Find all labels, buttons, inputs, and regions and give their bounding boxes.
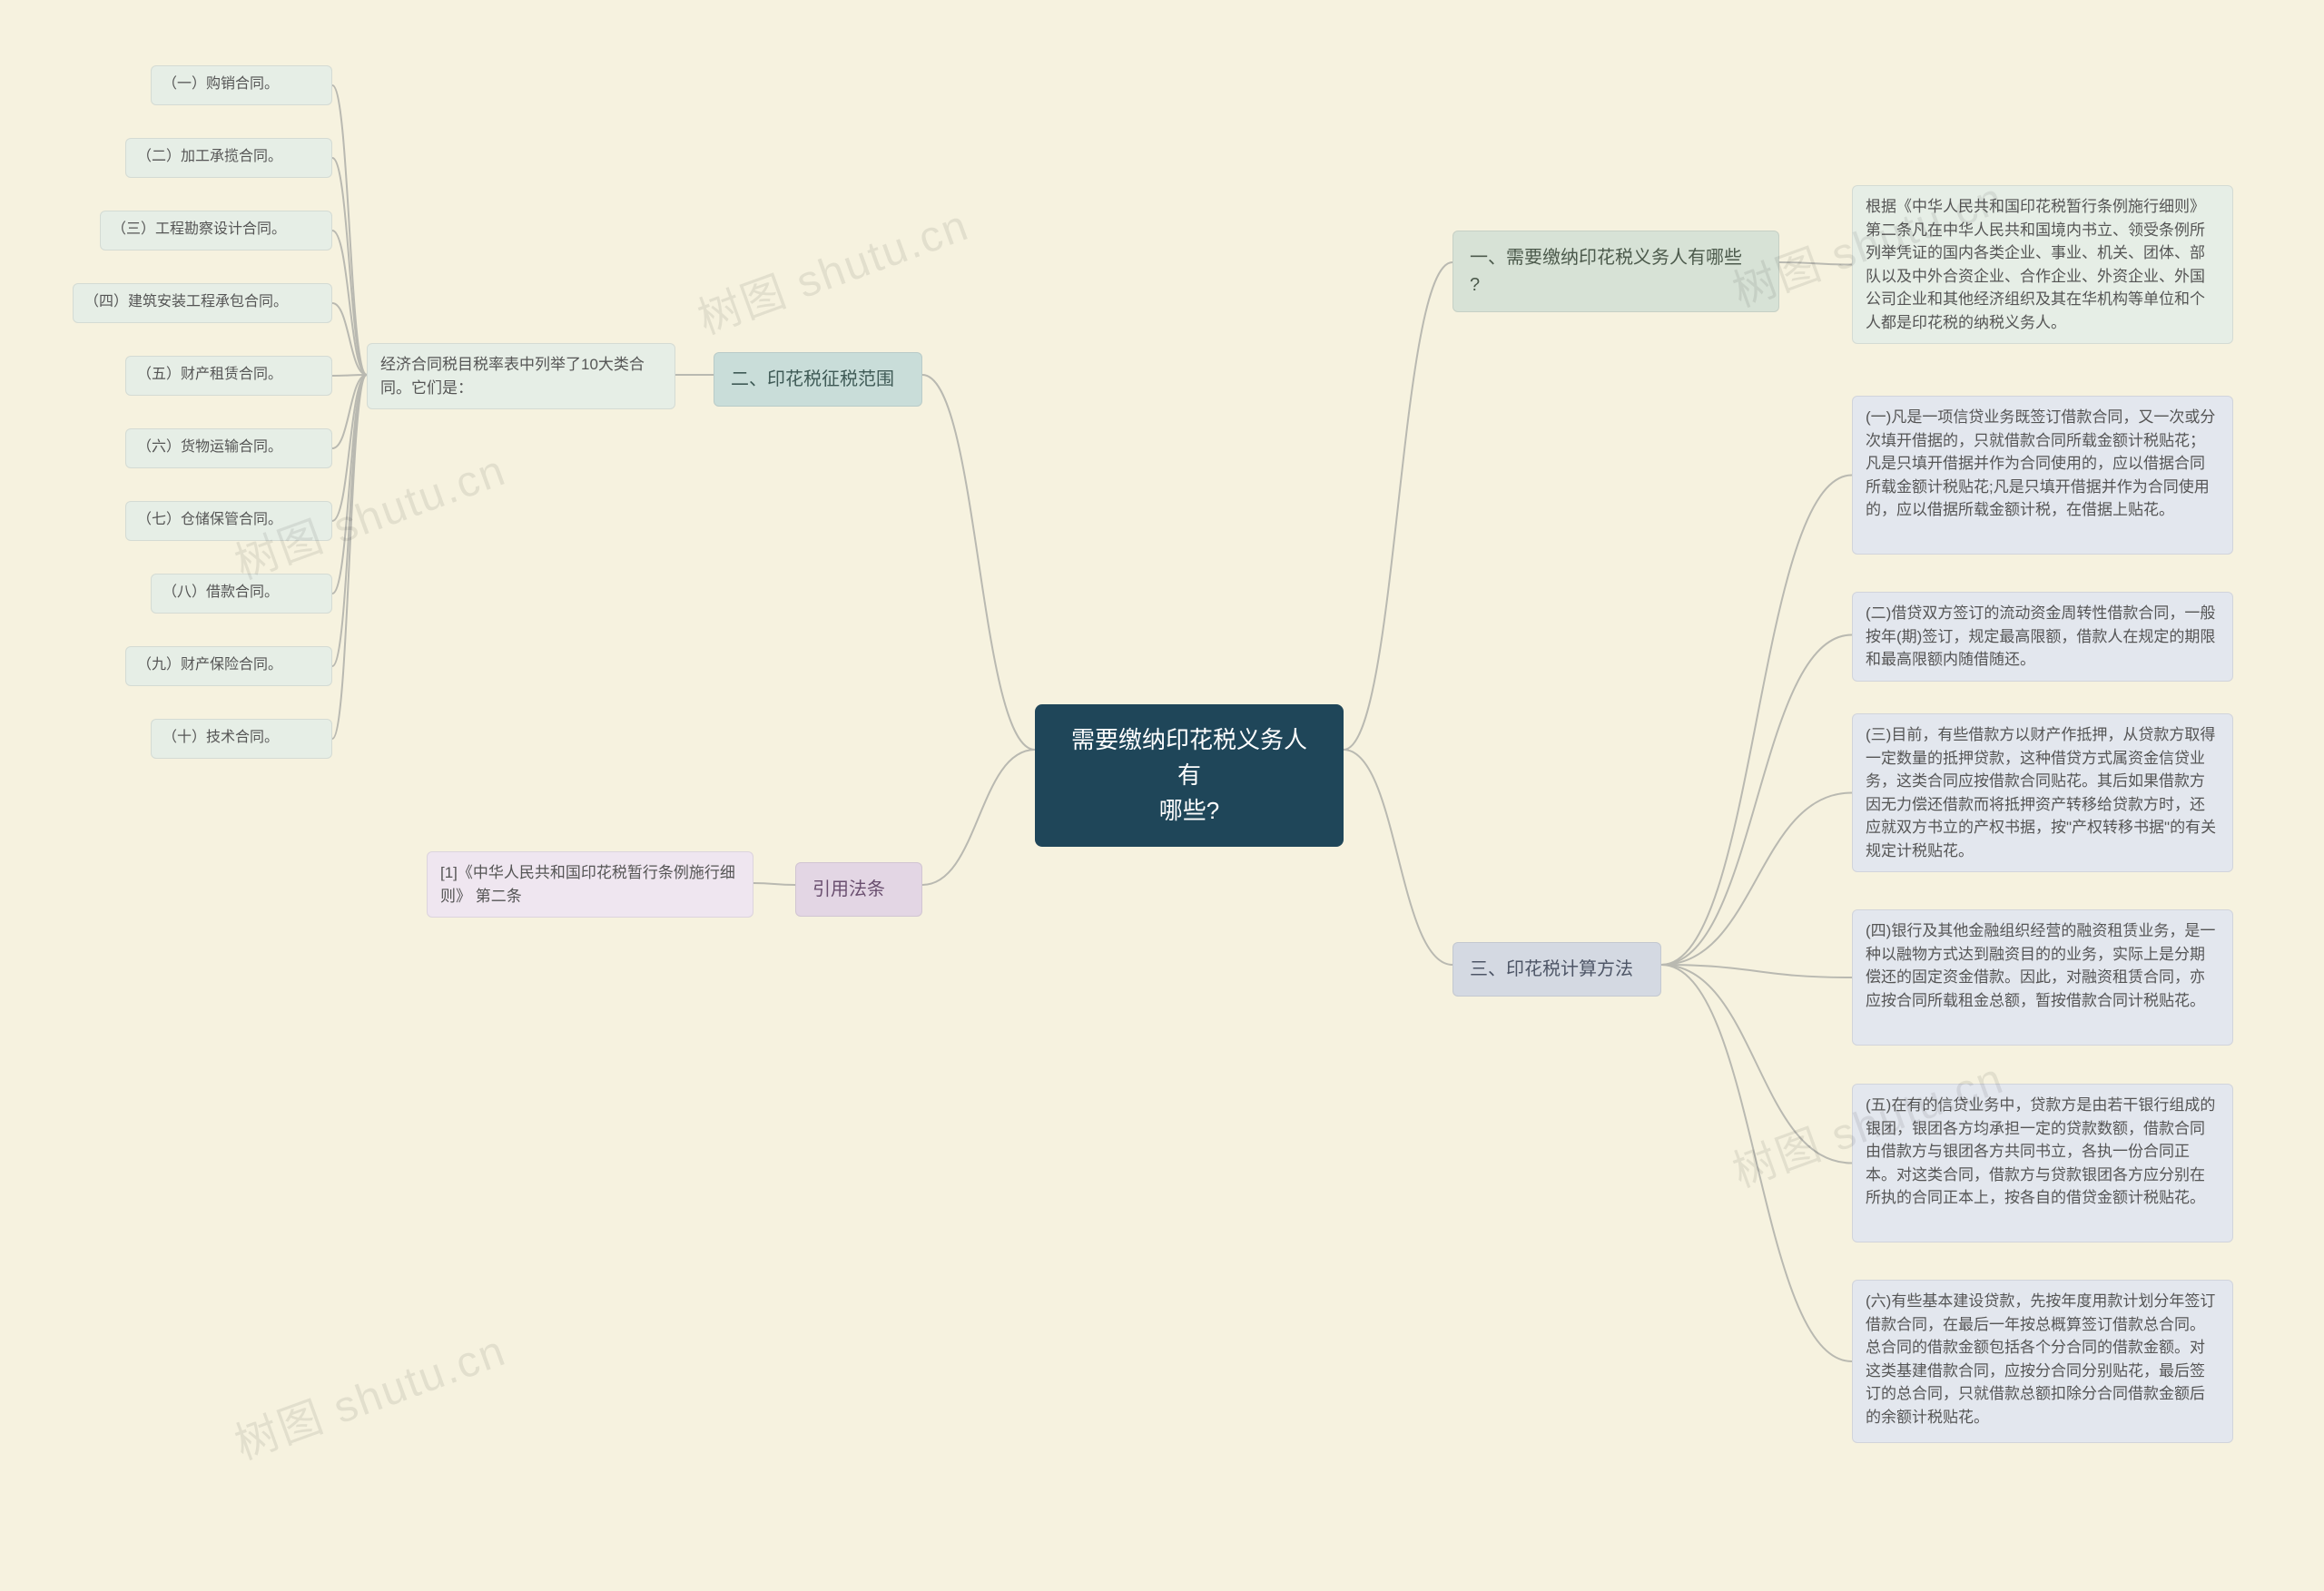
section-2-leaf: （十）技术合同。	[151, 719, 332, 759]
section-2-leaf: （一）购销合同。	[151, 65, 332, 105]
section-3-leaf: (五)在有的信贷业务中，贷款方是由若干银行组成的银团，银团各方均承担一定的贷款数…	[1852, 1084, 2233, 1242]
section-1-leaf: 根据《中华人民共和国印花税暂行条例施行细则》第二条凡在中华人民共和国境内书立、领…	[1852, 185, 2233, 344]
section-2-leaf: （六）货物运输合同。	[125, 428, 332, 468]
section-3-node: 三、印花税计算方法	[1452, 942, 1661, 997]
section-3-leaf: (三)目前，有些借款方以财产作抵押，从贷款方取得一定数量的抵押贷款，这种借贷方式…	[1852, 713, 2233, 872]
section-2-leaf: （二）加工承揽合同。	[125, 138, 332, 178]
reference-leaf: [1]《中华人民共和国印花税暂行条例施行细则》 第二条	[427, 851, 753, 918]
watermark: 树图 shutu.cn	[687, 190, 976, 347]
section-2-leaf: （七）仓储保管合同。	[125, 501, 332, 541]
root-node: 需要缴纳印花税义务人有哪些?	[1035, 704, 1344, 847]
section-3-leaf: (二)借贷双方签订的流动资金周转性借款合同，一般按年(期)签订，规定最高限额，借…	[1852, 592, 2233, 682]
section-2-mid: 经济合同税目税率表中列举了10大类合同。它们是：	[367, 343, 675, 409]
section-2-leaf: （三）工程勘察设计合同。	[100, 211, 332, 250]
section-3-leaf: (一)凡是一项信贷业务既签订借款合同，又一次或分次填开借据的，只就借款合同所载金…	[1852, 396, 2233, 555]
section-3-leaf: (六)有些基本建设贷款，先按年度用款计划分年签订借款合同，在最后一年按总概算签订…	[1852, 1280, 2233, 1443]
section-1-node: 一、需要缴纳印花税义务人有哪些?	[1452, 231, 1779, 312]
reference-node: 引用法条	[795, 862, 922, 917]
mindmap-canvas: 需要缴纳印花税义务人有哪些? 一、需要缴纳印花税义务人有哪些? 根据《中华人民共…	[0, 0, 2324, 1591]
section-2-node: 二、印花税征税范围	[714, 352, 922, 407]
watermark: 树图 shutu.cn	[224, 1315, 513, 1472]
section-3-leaf: (四)银行及其他金融组织经营的融资租赁业务，是一种以融物方式达到融资目的的业务，…	[1852, 909, 2233, 1046]
section-2-leaf: （八）借款合同。	[151, 574, 332, 614]
section-2-leaf: （九）财产保险合同。	[125, 646, 332, 686]
section-2-leaf: （四）建筑安装工程承包合同。	[73, 283, 332, 323]
section-2-leaf: （五）财产租赁合同。	[125, 356, 332, 396]
